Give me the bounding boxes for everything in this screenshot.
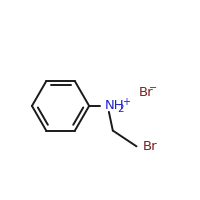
Text: Br: Br — [142, 140, 157, 153]
Text: +: + — [122, 97, 130, 107]
Text: Br: Br — [138, 86, 153, 99]
Text: 2: 2 — [117, 104, 124, 114]
Text: −: − — [149, 83, 157, 93]
Text: NH: NH — [105, 99, 125, 112]
